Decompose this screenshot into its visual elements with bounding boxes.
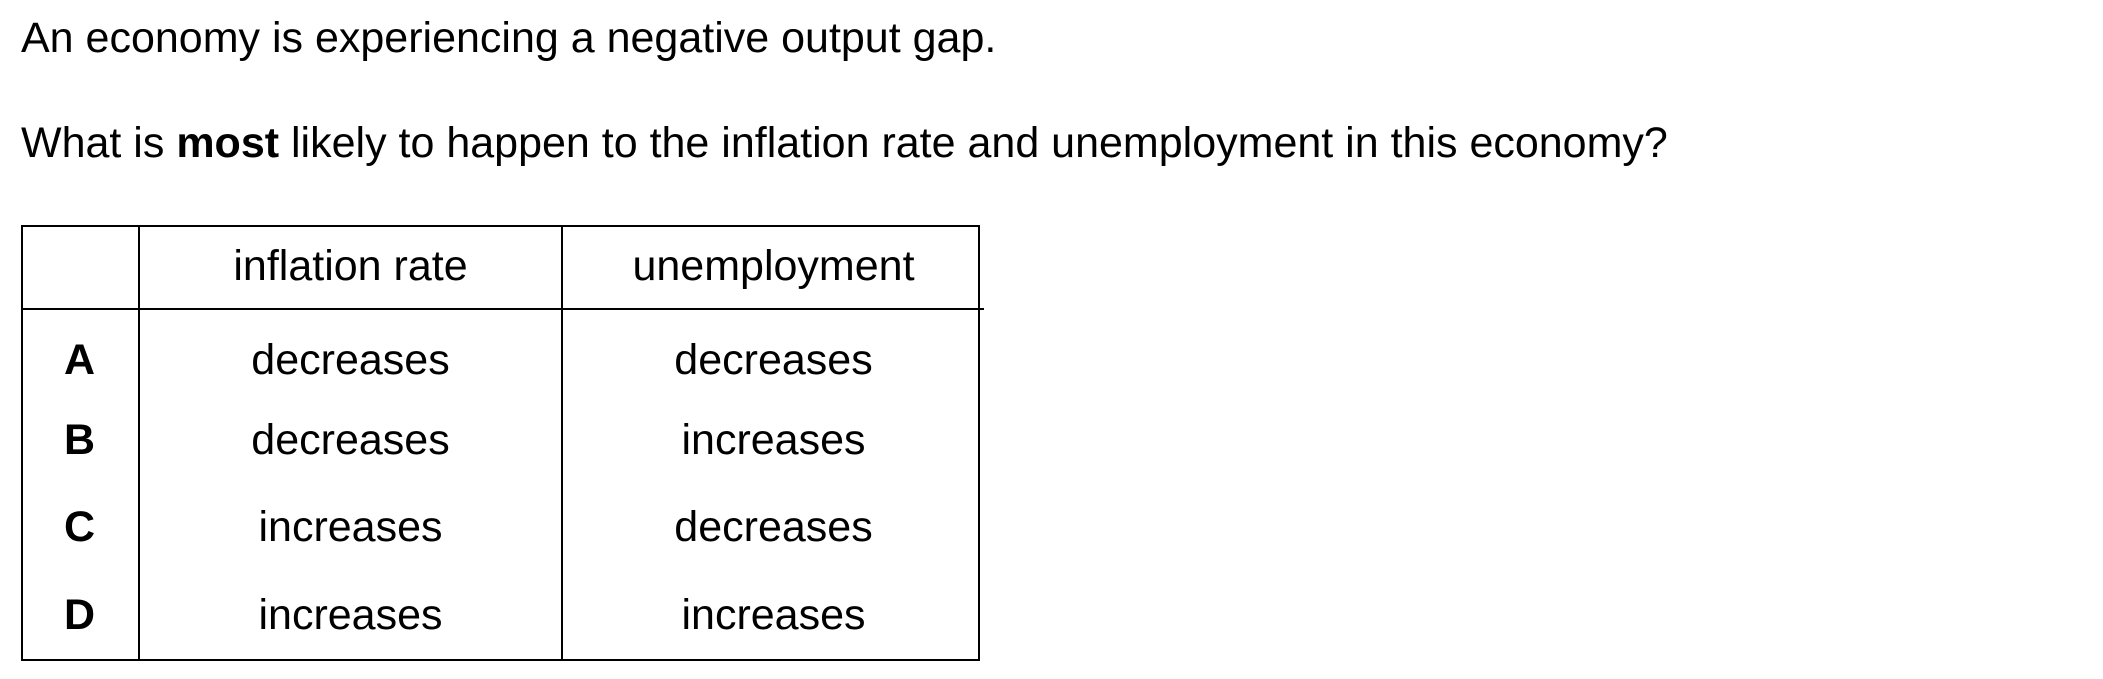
header-unemployment: unemployment xyxy=(562,225,984,310)
table-header-row: inflation rate unemployment xyxy=(21,225,984,310)
option-row-d: D increases increases xyxy=(21,571,984,659)
option-key: D xyxy=(21,571,140,659)
question-stem: An economy is experiencing a negative ou… xyxy=(21,14,997,62)
option-row-c: C increases decreases xyxy=(21,484,984,572)
option-row-b: B decreases increases xyxy=(21,396,984,484)
question-text-after: likely to happen to the inflation rate a… xyxy=(279,119,1668,167)
option-row-a: A decreases decreases xyxy=(21,309,984,397)
question-emphasis: most xyxy=(176,119,280,167)
question-text-before: What is xyxy=(21,119,177,167)
option-key: B xyxy=(21,396,140,484)
option-unemployment: increases xyxy=(681,590,866,639)
option-key: C xyxy=(21,484,140,572)
option-unemployment: decreases xyxy=(674,503,873,552)
option-inflation-rate: decreases xyxy=(139,396,563,484)
question-text: What is most likely to happen to the inf… xyxy=(21,118,1668,168)
option-inflation-rate: increases xyxy=(139,571,563,659)
header-inflation-rate: inflation rate xyxy=(139,225,563,310)
answer-options-table: inflation rate unemployment A decreases … xyxy=(21,225,984,659)
option-inflation-rate: decreases xyxy=(139,309,563,397)
option-unemployment: decreases xyxy=(674,335,873,384)
option-inflation-rate: increases xyxy=(139,484,563,572)
option-unemployment: increases xyxy=(681,415,866,464)
header-key-cell xyxy=(21,225,140,310)
option-key: A xyxy=(21,309,140,397)
